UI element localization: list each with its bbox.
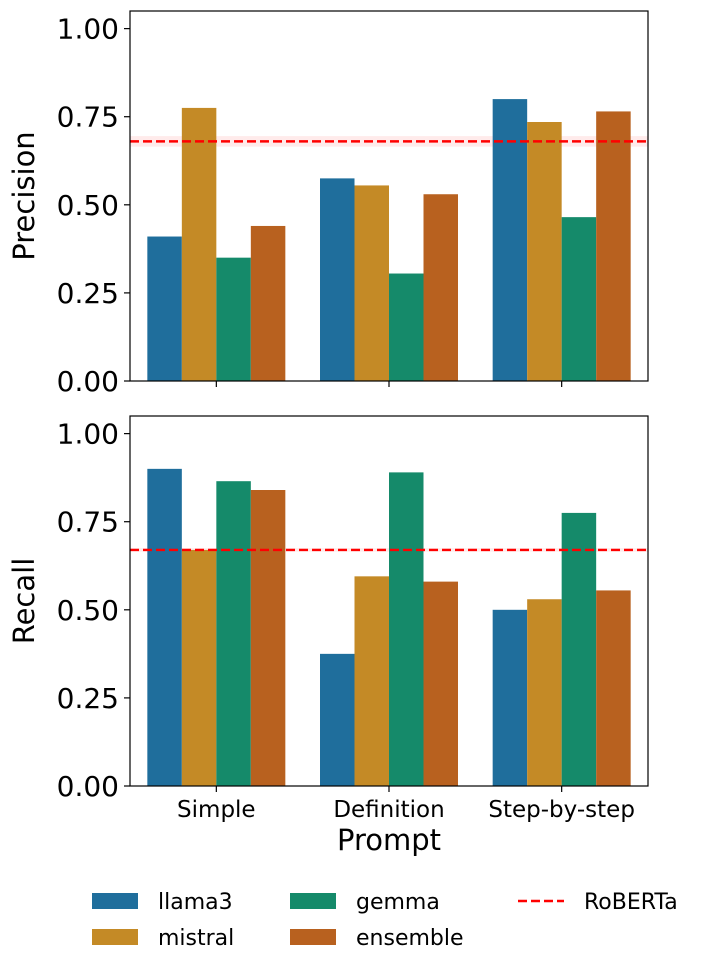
bar-ensemble-step-by-step [596,590,631,786]
legend-item-llama3: llama3 [92,890,233,915]
x-axis-label: Prompt [337,823,441,857]
legend-swatch-llama3 [92,893,138,909]
bar-ensemble-definition [423,194,458,381]
y-tick-label: 0.75 [57,506,119,539]
bar-llama3-step-by-step [492,99,528,381]
legend-label: ensemble [356,926,464,951]
bar-gemma-definition [389,472,424,786]
legend-item-gemma: gemma [290,890,440,915]
bar-llama3-definition [320,653,355,786]
bar-mistral-definition [354,185,389,381]
bar-mistral-simple [181,107,217,382]
panel-precision: 0.00 0.25 0.50 0.75 1.00 Precision [7,10,649,398]
legend-label: gemma [356,890,440,915]
bar-llama3-step-by-step [492,609,528,786]
legend-label: llama3 [158,890,233,915]
bar-gemma-simple [216,257,251,381]
bar-mistral-step-by-step [527,599,562,786]
x-tick-label: Simple [177,797,256,823]
bar-gemma-step-by-step [561,512,597,786]
x-tick-label: Definition [333,797,444,823]
bar-ensemble-definition [423,581,458,786]
bar-llama3-simple [147,468,182,786]
y-axis-label: Precision [7,131,41,260]
y-tick-label: 0.00 [57,365,119,398]
bar-ensemble-step-by-step [596,111,631,381]
bar-ensemble-simple [250,225,286,381]
bar-gemma-definition [389,273,424,381]
y-tick-label: 1.00 [57,418,119,451]
bar-ensemble-simple [250,490,286,786]
legend-item-ensemble: ensemble [290,926,464,951]
y-tick-label: 1.00 [57,13,119,46]
legend: llama3 mistral gemma ensemble RoBERTa [92,890,678,951]
bar-mistral-step-by-step [527,122,562,381]
legend-swatch-mistral [92,929,138,945]
y-tick-label: 0.25 [57,277,119,310]
legend-item-roberta: RoBERTa [518,890,678,915]
reference-band [130,136,648,147]
legend-label: mistral [158,926,234,951]
y-tick-label: 0.50 [57,594,119,627]
bar-gemma-simple [216,481,251,786]
y-tick-label: 0.25 [57,682,119,715]
bar-mistral-definition [354,576,389,786]
y-axis-label: Recall [7,558,41,645]
y-tick-label: 0.00 [57,770,119,803]
legend-label: RoBERTa [584,890,678,915]
bar-llama3-definition [320,178,355,381]
legend-swatch-ensemble [290,929,336,945]
bar-llama3-simple [147,236,182,381]
y-tick-label: 0.50 [57,189,119,222]
bar-gemma-step-by-step [561,217,597,381]
legend-swatch-gemma [290,893,336,909]
y-tick-label: 0.75 [57,101,119,134]
panel-recall: 0.00 0.25 0.50 0.75 1.00 Simple Definition Step… [7,415,649,857]
legend-item-mistral: mistral [92,926,234,951]
x-tick-label: Step-by-step [488,797,635,823]
bar-mistral-simple [181,549,217,786]
